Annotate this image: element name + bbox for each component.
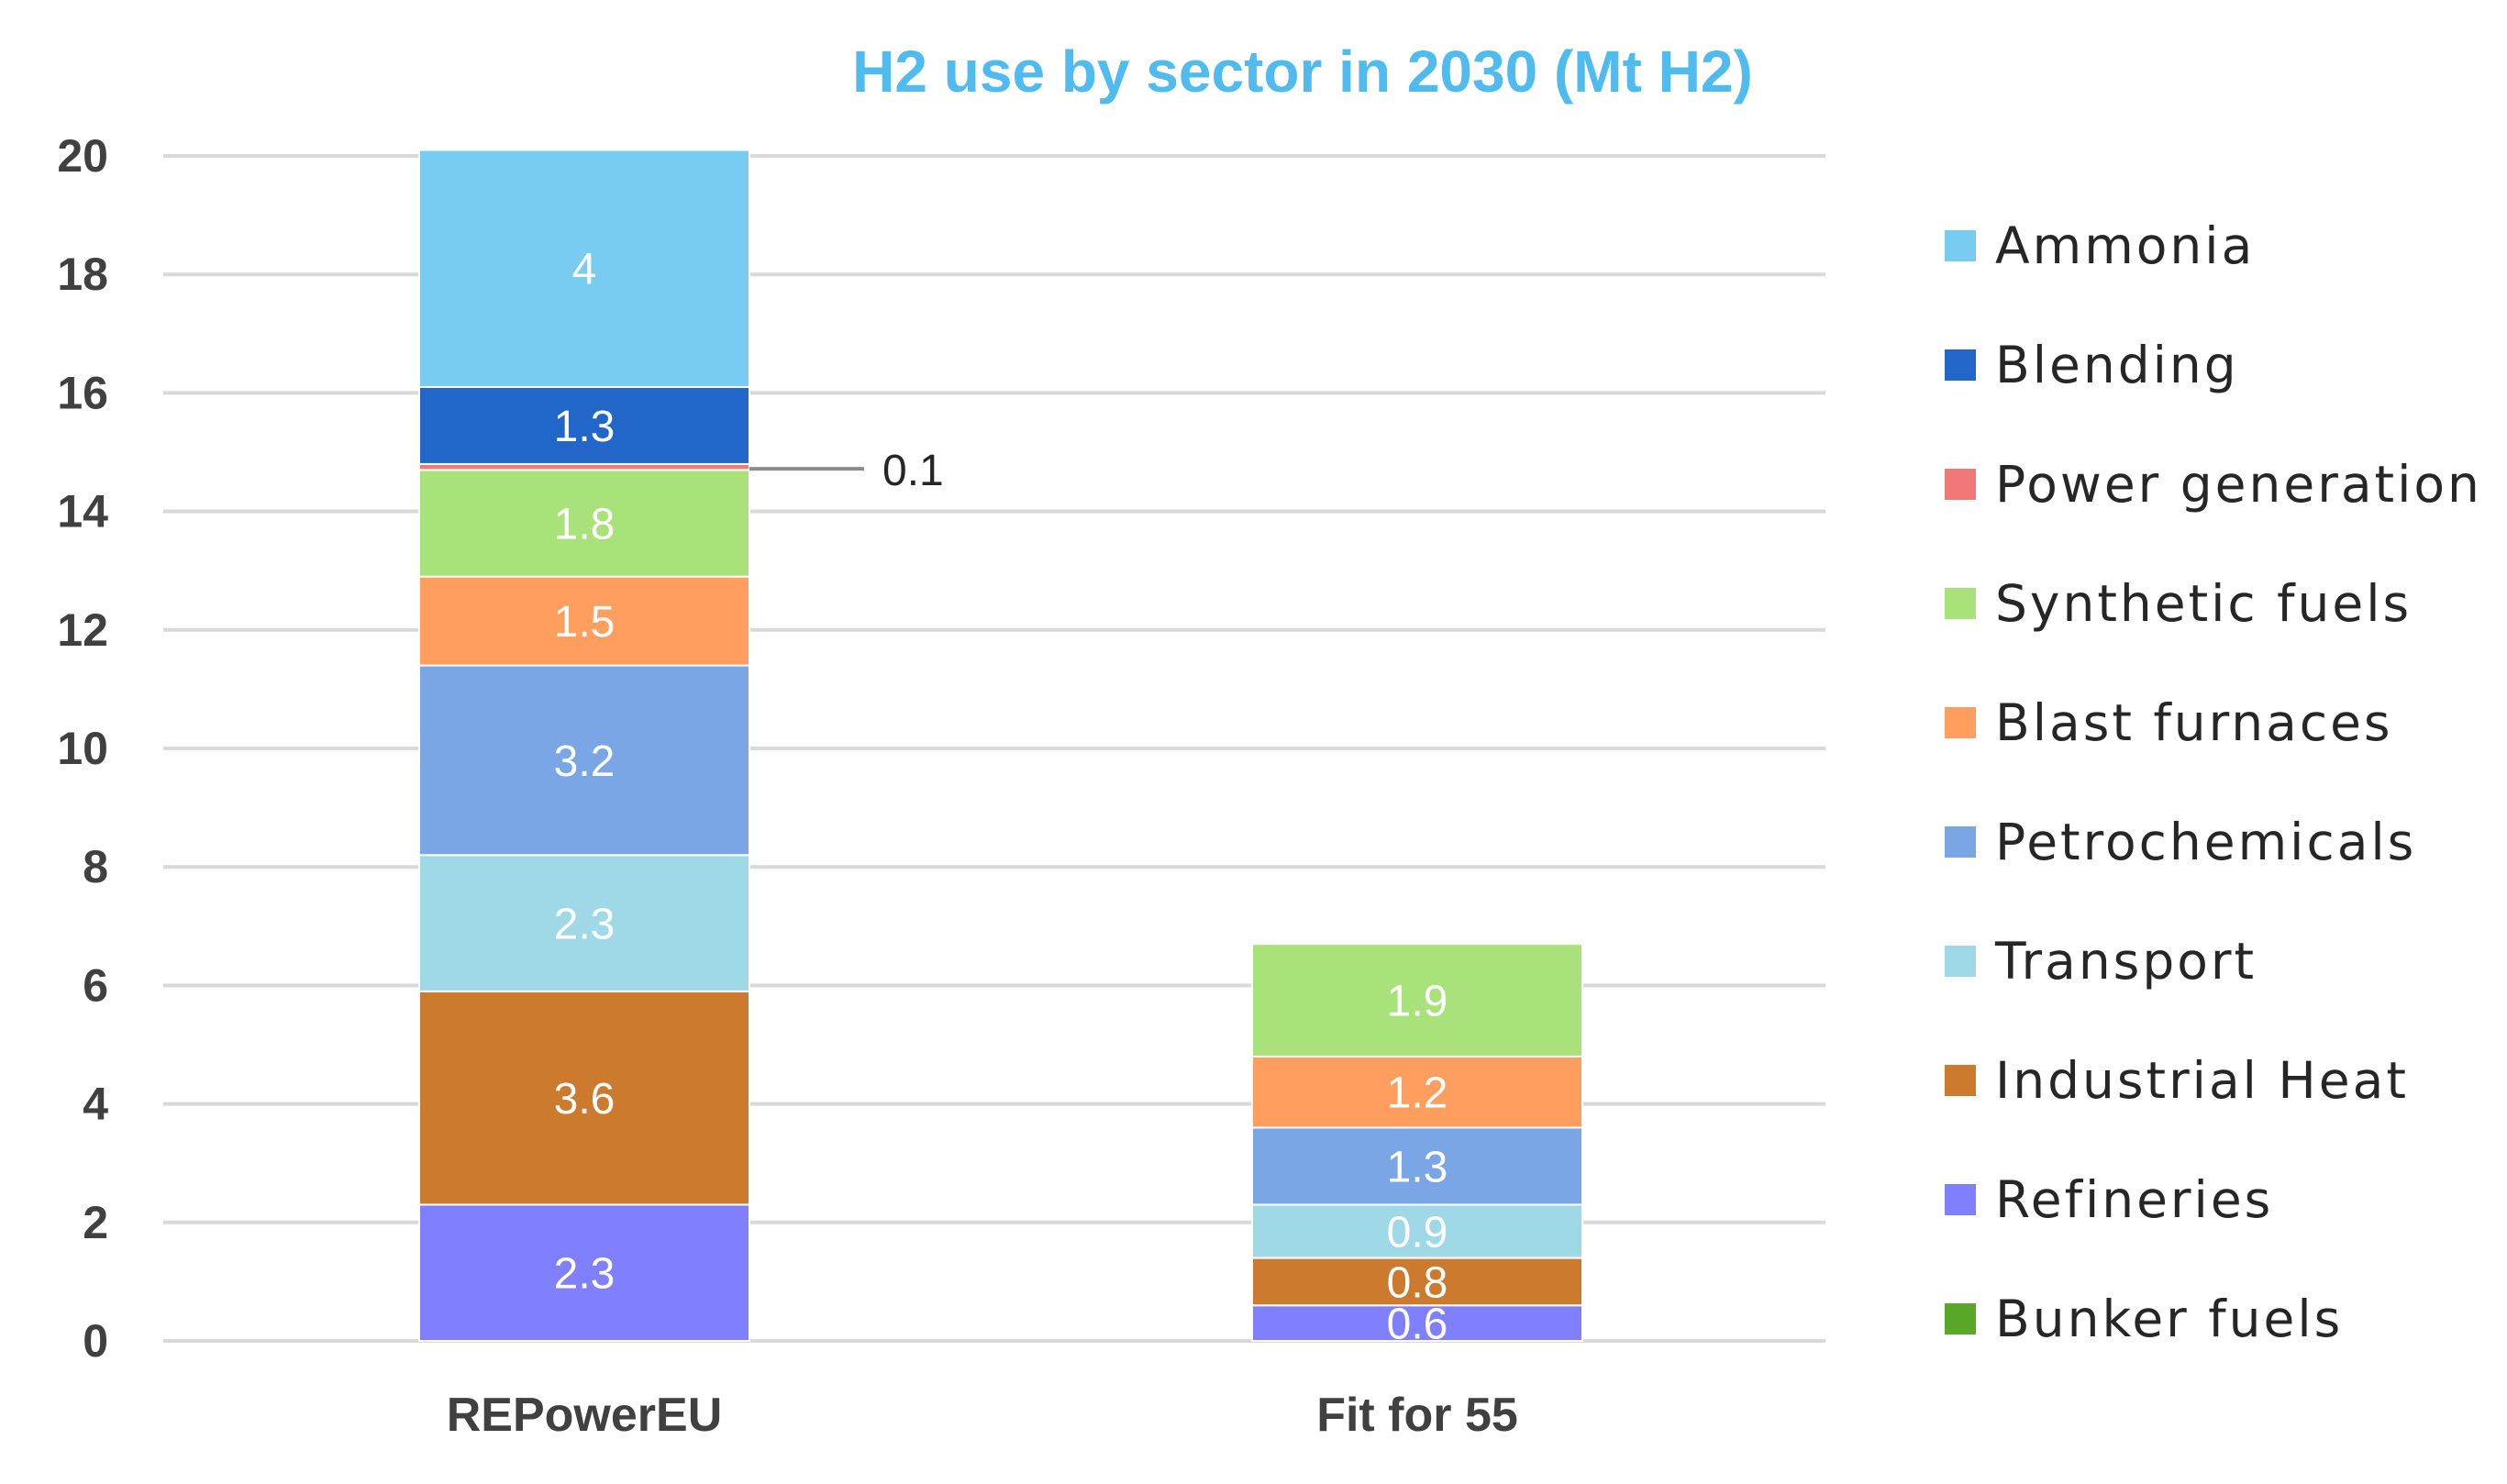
y-tick-label: 18 <box>57 249 108 300</box>
data-label: 3.6 <box>554 1075 616 1124</box>
y-tick-label: 20 <box>57 130 108 182</box>
legend-label: Petrochemicals <box>1995 813 2416 871</box>
data-label: 1.2 <box>1387 1069 1448 1118</box>
data-label: 4 <box>572 246 597 294</box>
legend-label: Refineries <box>1995 1170 2273 1229</box>
data-label: 2.3 <box>554 901 616 949</box>
legend-swatch <box>1945 826 1976 858</box>
bar-segment-blast-furnaces <box>418 575 750 667</box>
data-label: 1.8 <box>554 501 616 549</box>
bar-segment-industrial-heat <box>418 990 750 1206</box>
legend-item: Petrochemicals <box>1945 813 2416 871</box>
legend-swatch <box>1945 588 1976 619</box>
bar-segment-refineries <box>1251 1304 1583 1342</box>
y-tick-label: 10 <box>57 723 108 774</box>
legend-swatch <box>1945 1065 1976 1096</box>
legend-item: Power generation <box>1945 455 2482 514</box>
legend-swatch <box>1945 946 1976 977</box>
data-label: 1.9 <box>1387 978 1448 1026</box>
data-label: 1.3 <box>554 403 616 451</box>
y-tick-label: 6 <box>83 959 108 1011</box>
legend-item: Bunker fuels <box>1945 1290 2343 1348</box>
legend-item: Ammonia <box>1945 216 2255 275</box>
data-label: 0.9 <box>1387 1208 1448 1257</box>
legend-item: Industrial Heat <box>1945 1051 2409 1110</box>
data-labels: 2.3 3.6 2.3 3.2 1.5 1.8 1.3 4 0.60.80.9 1.3 1.2 1.9 <box>554 246 1448 1349</box>
legend-swatch <box>1945 1184 1976 1215</box>
legend-swatch <box>1945 349 1976 381</box>
legend-swatch <box>1945 230 1976 261</box>
legend-item: Refineries <box>1945 1170 2273 1229</box>
bar-segment-synthetic-fuels <box>1251 943 1583 1058</box>
y-tick-label: 4 <box>83 1079 108 1130</box>
x-tick-label: REPowerEU <box>447 1389 723 1442</box>
legend-swatch <box>1945 1303 1976 1334</box>
bar-segment-ammonia <box>418 149 750 388</box>
legend-label: Transport <box>1994 932 2257 991</box>
y-tick-label: 12 <box>57 604 108 656</box>
callout-label: 0.1 <box>882 447 944 495</box>
y-tick-label: 16 <box>57 367 108 418</box>
legend-swatch <box>1945 707 1976 738</box>
legend-label: Bunker fuels <box>1995 1290 2343 1348</box>
y-tick-label: 2 <box>83 1197 108 1248</box>
bars <box>418 149 1583 1343</box>
legend-label: Blast furnaces <box>1995 693 2393 752</box>
x-axis-ticks: REPowerEU Fit for 55 <box>447 1389 1518 1442</box>
bar-segment-industrial-heat <box>1251 1257 1583 1307</box>
legend-swatch <box>1945 469 1976 500</box>
callouts: 0.1 <box>749 447 944 495</box>
legend-label: Ammonia <box>1995 216 2255 275</box>
bar-segment-petrochemicals <box>418 664 750 857</box>
y-tick-label: 8 <box>83 841 108 892</box>
legend-item: Blending <box>1945 336 2239 394</box>
data-label: 3.2 <box>554 737 616 786</box>
legend-label: Power generation <box>1995 455 2482 514</box>
y-tick-label: 0 <box>83 1315 108 1367</box>
data-label: 1.5 <box>554 598 616 647</box>
data-label: 2.3 <box>554 1250 616 1299</box>
bar-segment-blending <box>418 385 750 465</box>
legend-item: Blast furnaces <box>1945 693 2393 752</box>
x-tick-label: Fit for 55 <box>1316 1389 1518 1442</box>
y-tick-label: 14 <box>57 486 108 537</box>
legend-label: Industrial Heat <box>1995 1051 2409 1110</box>
y-axis-ticks: 0 2 4 6 8 10 12 14 16 18 20 <box>57 130 108 1367</box>
data-label: 0.6 <box>1387 1301 1448 1349</box>
legend-label: Synthetic fuels <box>1995 574 2412 633</box>
legend-label: Blending <box>1995 336 2239 394</box>
data-label: 0.8 <box>1387 1258 1448 1307</box>
legend: Ammonia Blending Power generation Synthetic… <box>1945 216 2482 1348</box>
chart-title: H2 use by sector in 2030 (Mt H2) <box>852 39 1753 105</box>
bar-segment-transport <box>1251 1203 1583 1259</box>
bar-segment-transport <box>418 854 750 992</box>
legend-item: Transport <box>1945 932 2257 991</box>
bar-segment-blast-furnaces <box>1251 1055 1583 1129</box>
bar-segment-refineries <box>418 1203 750 1343</box>
data-label: 1.3 <box>1387 1143 1448 1191</box>
legend-item: Synthetic fuels <box>1945 574 2412 633</box>
